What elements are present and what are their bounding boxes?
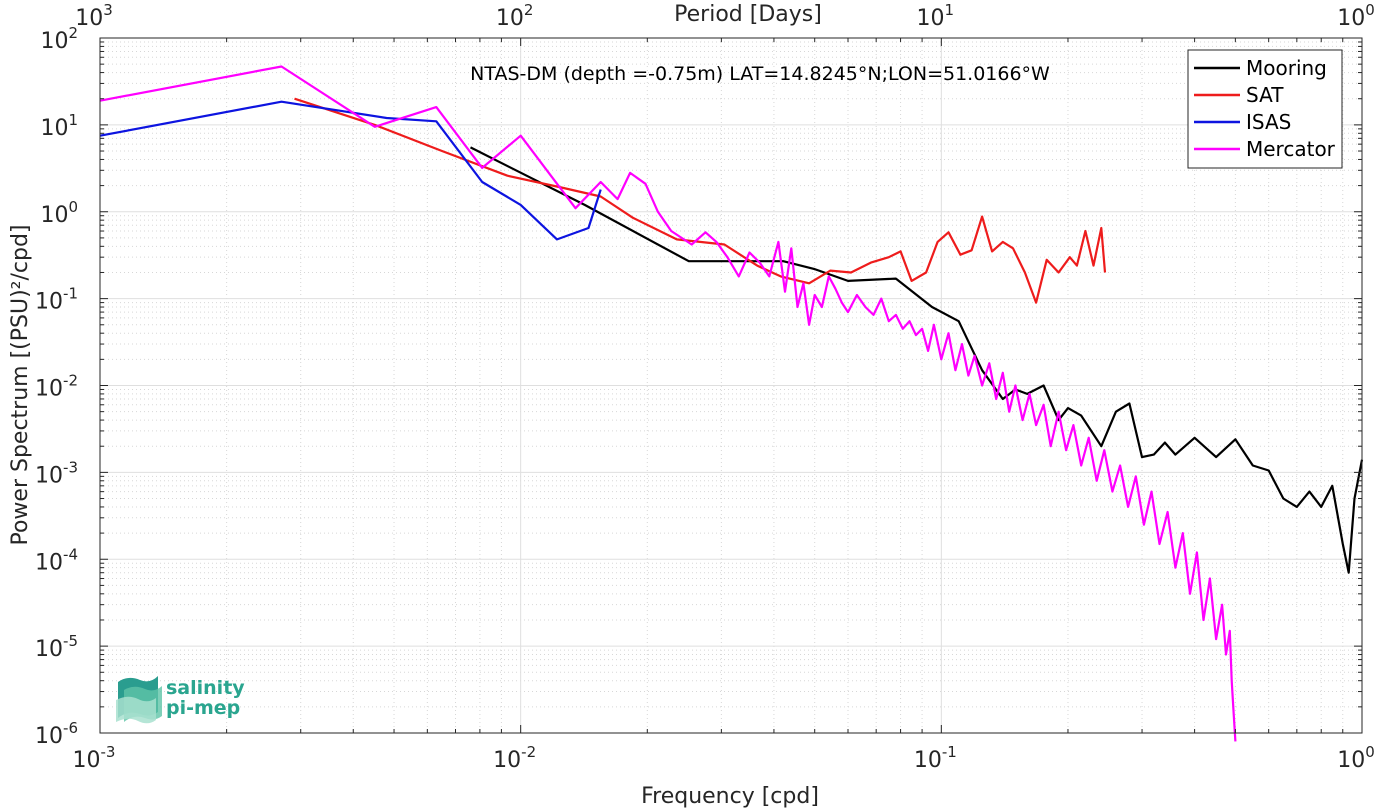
y-axis-label: Power Spectrum [(PSU)²/cpd]: [8, 224, 33, 545]
x-tick-label: 10-3: [73, 743, 116, 773]
y-tick-label: 101: [40, 111, 78, 141]
grid-layer: [99, 37, 1363, 734]
y-tick-label: 100: [40, 198, 78, 228]
wave-logo-icon: [116, 676, 162, 724]
x-tick-label: 10-2: [493, 743, 536, 773]
legend-entry-sat: SAT: [1246, 83, 1284, 107]
top-tick-label: 101: [917, 1, 955, 31]
x-tick-label: 10-1: [914, 743, 957, 773]
series-line-mooring: [470, 146, 1364, 574]
salinity-pi-mep-logo: salinity pi-mep: [116, 676, 245, 724]
top-tick-label: 100: [1337, 1, 1375, 31]
y-tick-label: 10-6: [35, 719, 78, 749]
x-axis-label: Frequency [cpd]: [641, 784, 819, 809]
legend-entry-mercator: Mercator: [1246, 137, 1336, 161]
y-tick-label: 10-3: [35, 458, 78, 488]
y-tick-label: 10-1: [35, 285, 78, 315]
y-tick-label: 10-2: [35, 372, 78, 402]
legend-entry-isas: ISAS: [1246, 110, 1291, 134]
top-tick-label: 103: [75, 1, 113, 31]
chart-title: NTAS-DM (depth =-0.75m) LAT=14.8245°N;LO…: [470, 63, 1050, 85]
axes-layer: [99, 37, 1363, 734]
series-line-mercator: [99, 65, 1237, 742]
series-layer: [99, 65, 1364, 742]
logo-text-line1: salinity: [166, 677, 245, 699]
series-line-sat: [294, 97, 1107, 304]
y-tick-label: 102: [40, 24, 78, 54]
top-tick-label: 102: [496, 1, 534, 31]
series-line-isas: [99, 100, 602, 241]
y-tick-label: 10-4: [35, 545, 78, 575]
logo-text-line2: pi-mep: [166, 697, 240, 719]
legend-entry-mooring: Mooring: [1246, 56, 1327, 80]
x-tick-label: 100: [1337, 743, 1375, 773]
y-tick-label: 10-5: [35, 632, 78, 662]
legend: Mooring SAT ISAS Mercator: [1187, 49, 1343, 169]
top-axis-label: Period [Days]: [674, 2, 822, 27]
